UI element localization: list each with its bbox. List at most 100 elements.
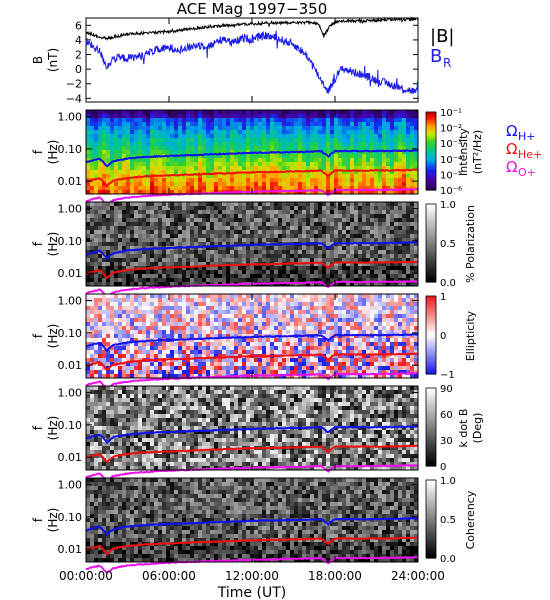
spectro-cell	[214, 138, 219, 143]
spectro-cell	[290, 138, 295, 143]
spectro-cell	[94, 238, 99, 243]
spectro-cell	[110, 282, 115, 287]
spectro-cell	[222, 126, 227, 131]
spectro-cell	[210, 218, 215, 223]
spectro-cell	[266, 158, 271, 163]
spectro-cell	[98, 218, 103, 223]
spectro-cell	[286, 114, 291, 119]
spectro-cell	[338, 322, 343, 327]
spectro-cell	[238, 162, 243, 167]
spectro-cell	[194, 342, 199, 347]
spectro-cell	[106, 150, 111, 155]
spectro-cell	[170, 158, 175, 163]
spectro-cell	[130, 302, 135, 307]
spectro-cell	[318, 302, 323, 307]
spectro-cell	[230, 234, 235, 239]
spectro-cell	[142, 166, 147, 171]
spectro-cell	[370, 146, 375, 151]
spectro-cell	[302, 354, 307, 359]
spectro-cell	[338, 354, 343, 359]
spectro-cell	[362, 114, 367, 119]
spectro-cell	[414, 154, 419, 159]
spectro-cell	[162, 334, 167, 339]
spectro-cell	[118, 318, 123, 323]
spectro-cell	[390, 266, 395, 271]
spectro-cell	[262, 310, 267, 315]
spectro-cell	[194, 294, 199, 299]
spectro-cell	[110, 134, 115, 139]
spectro-cell	[118, 154, 123, 159]
spectro-cell	[118, 166, 123, 171]
spectro-cell	[354, 210, 359, 215]
spectro-cell	[282, 226, 287, 231]
spectro-cell	[274, 330, 279, 335]
spectro-cell	[394, 278, 399, 283]
spectro-cell	[118, 214, 123, 219]
spectro-cell	[294, 122, 299, 127]
spectro-cell	[94, 318, 99, 323]
spectro-cell	[274, 314, 279, 319]
spectro-cell	[222, 362, 227, 367]
spectro-cell	[158, 342, 163, 347]
spectro-cell	[94, 322, 99, 327]
spectro-cell	[266, 330, 271, 335]
spectro-cell	[206, 222, 211, 227]
colorbar-swatch	[426, 237, 436, 241]
spectro-cell	[86, 118, 91, 123]
spectro-cell	[394, 238, 399, 243]
spectro-cell	[278, 246, 283, 251]
spectro-cell	[178, 130, 183, 135]
spectro-cell	[226, 254, 231, 259]
spectro-cell	[214, 330, 219, 335]
spectro-cell	[130, 238, 135, 243]
spectro-cell	[114, 174, 119, 179]
spectro-cell	[246, 278, 251, 283]
spectro-cell	[178, 150, 183, 155]
spectro-cell	[150, 114, 155, 119]
spectro-cell	[178, 166, 183, 171]
spectro-cell	[386, 162, 391, 167]
spectro-cell	[266, 214, 271, 219]
spectro-cell	[162, 162, 167, 167]
spectro-cell	[158, 374, 163, 379]
spectro-cell	[238, 122, 243, 127]
spectro-cell	[210, 346, 215, 351]
colorbar-swatch	[426, 224, 436, 228]
spectro-cell	[114, 150, 119, 155]
spectro-cell	[318, 166, 323, 171]
spectro-cell	[198, 110, 203, 115]
spectro-cell	[178, 262, 183, 267]
spectro-cell	[166, 230, 171, 235]
spectro-cell	[174, 262, 179, 267]
spectro-cell	[94, 346, 99, 351]
spectro-cell	[270, 154, 275, 159]
spectro-cell	[410, 218, 415, 223]
spectro-cell	[142, 134, 147, 139]
spectro-cell	[198, 186, 203, 191]
spectro-cell	[286, 218, 291, 223]
spectro-cell	[218, 226, 223, 231]
spectro-cell	[394, 186, 399, 191]
spectro-cell	[146, 258, 151, 263]
spectro-cell	[182, 234, 187, 239]
spectro-cell	[142, 222, 147, 227]
spectro-cell	[390, 114, 395, 119]
spectro-cell	[138, 278, 143, 283]
spectro-cell	[170, 206, 175, 211]
spectro-cell	[150, 190, 155, 195]
spectro-cell	[334, 130, 339, 135]
spectro-cell	[270, 130, 275, 135]
spectro-cell	[246, 274, 251, 279]
spectro-cell	[166, 346, 171, 351]
spectro-cell	[302, 318, 307, 323]
spectro-cell	[342, 298, 347, 303]
spectro-cell	[106, 210, 111, 215]
spectro-cell	[414, 214, 419, 219]
spectro-cell	[362, 162, 367, 167]
spectro-cell	[370, 154, 375, 159]
spectro-cell	[114, 346, 119, 351]
spectro-cell	[382, 170, 387, 175]
spectro-cell	[126, 326, 131, 331]
spectro-cell	[138, 138, 143, 143]
spectro-cell	[270, 330, 275, 335]
